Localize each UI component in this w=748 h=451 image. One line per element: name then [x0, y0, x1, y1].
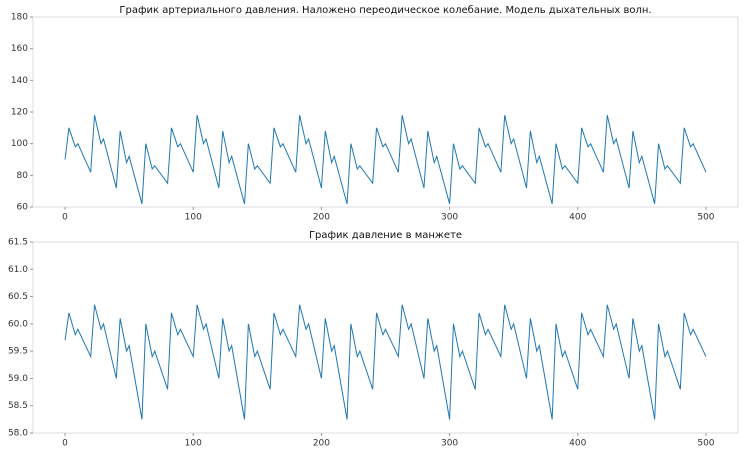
line-series: [64, 115, 707, 204]
x-tick-label: 0: [62, 439, 68, 449]
y-tick-label: 60.5: [8, 292, 28, 302]
x-tick-label: 200: [313, 439, 330, 449]
chart-title: График давление в манжете: [309, 230, 462, 241]
y-tick-label: 60.0: [8, 319, 28, 329]
y-tick-label: 160: [11, 44, 28, 54]
x-tick-label: 500: [697, 439, 714, 449]
x-tick-label: 400: [569, 213, 586, 223]
y-tick-label: 61.5: [8, 238, 28, 248]
x-tick-label: 300: [441, 439, 458, 449]
line-series: [64, 304, 707, 420]
x-tick-label: 100: [185, 439, 202, 449]
x-tick-label: 500: [697, 213, 714, 223]
y-tick-label: 100: [11, 139, 28, 149]
x-tick-label: 200: [313, 213, 330, 223]
y-tick-label: 140: [11, 76, 28, 86]
y-tick-label: 59.0: [8, 374, 28, 384]
x-tick-label: 400: [569, 439, 586, 449]
y-tick-label: 59.5: [8, 347, 28, 357]
x-tick-label: 300: [441, 213, 458, 223]
plot-frame: [32, 16, 739, 208]
y-tick-label: 58.5: [8, 401, 28, 411]
y-tick-label: 61.0: [8, 265, 28, 275]
y-tick-label: 180: [11, 13, 28, 23]
x-tick-label: 0: [62, 213, 68, 223]
chart-title: График артериального давления. Наложено …: [119, 5, 651, 16]
y-tick-label: 58.0: [8, 429, 28, 439]
y-tick-label: 60: [17, 203, 29, 213]
y-tick-label: 80: [17, 171, 29, 181]
x-tick-label: 100: [185, 213, 202, 223]
y-tick-label: 120: [11, 108, 28, 118]
plot-frame: [32, 241, 739, 434]
